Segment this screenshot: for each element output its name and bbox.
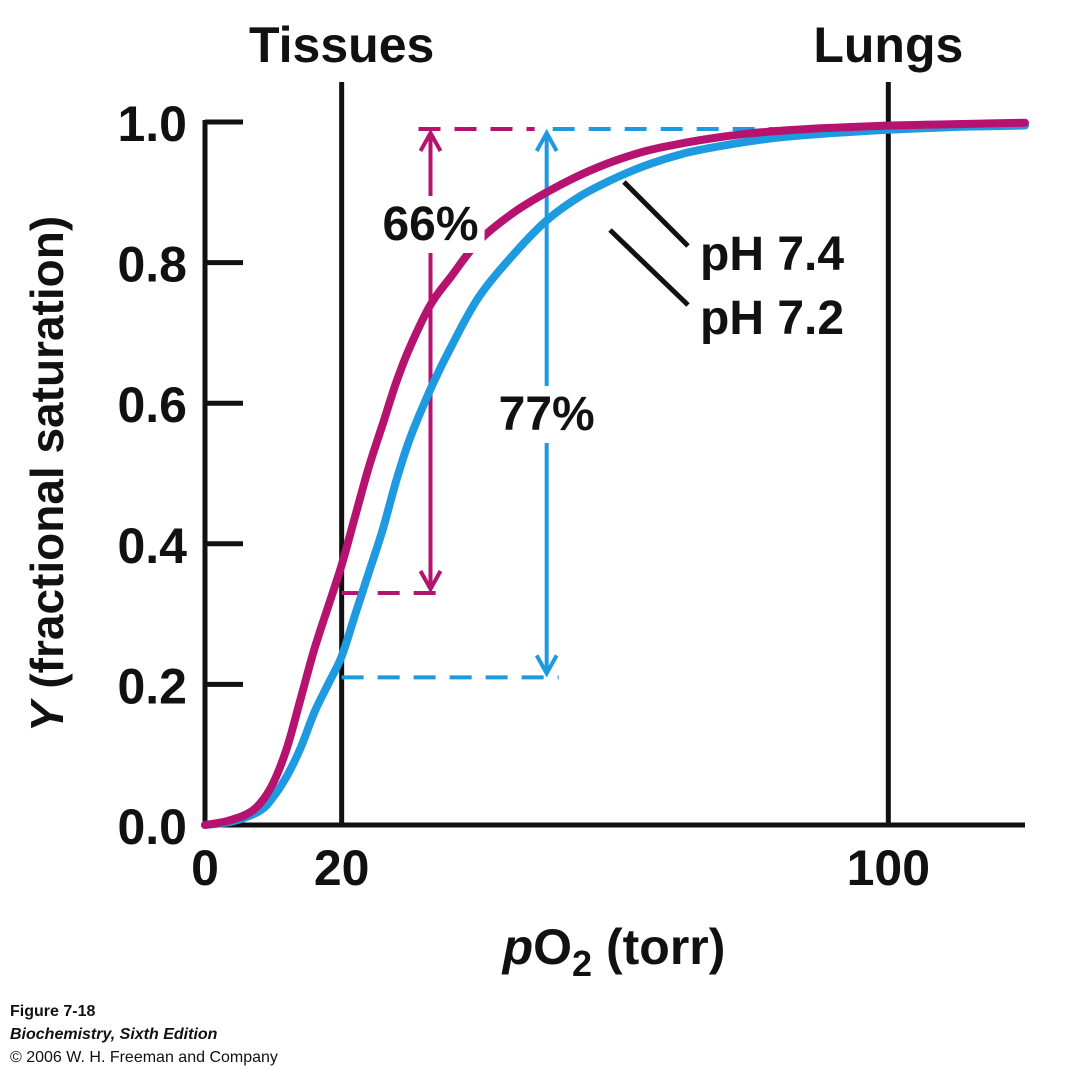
y-ticks: 0.0 0.2 0.4 0.6 0.8 1.0: [117, 96, 243, 855]
figure-number: Figure 7-18: [10, 1003, 96, 1020]
arrow-head-down: [534, 654, 559, 678]
book-title: Biochemistry, Sixth Edition: [10, 1026, 218, 1043]
series-line-ph74: [201, 118, 1029, 829]
chart: Tissues Lungs 0.00.20.40.60.81.0 0 20 100 …: [21, 17, 1029, 984]
label-backing: [492, 386, 601, 443]
y-tick-label: 0.8: [117, 237, 187, 293]
label-backing: [376, 196, 485, 253]
arrow-head-up: [534, 128, 559, 153]
y-tick-label: 0.0: [117, 799, 187, 855]
ph72-leader-line: [608, 228, 690, 307]
x-axis-title-main: O: [533, 919, 572, 975]
x-axis-title-subscript: 2: [572, 943, 592, 984]
y-axis-title: Y (fractional saturation): [21, 216, 73, 732]
series-line-ph72: [201, 121, 1029, 829]
ph72-difference-label: 77%: [499, 388, 595, 441]
arrow-head-up: [418, 128, 443, 153]
x-ticks: 0 20 100: [191, 840, 930, 896]
y-axis-title-rest: (fractional saturation): [21, 216, 73, 702]
y-tick-label: 0.4: [117, 518, 187, 574]
y-axis-title-italic: Y: [21, 697, 73, 732]
arrow-head-down: [418, 570, 443, 594]
x-axis-title-rest: (torr): [592, 919, 725, 975]
x-axis-title: pO2 (torr): [501, 919, 726, 984]
x-tick-label: 20: [314, 840, 370, 896]
ph74-difference-label: 66%: [382, 198, 478, 251]
lungs-label: Lungs: [813, 17, 963, 73]
ph74-leader-line: [622, 180, 690, 248]
copyright-text: © 2006 W. H. Freeman and Company: [10, 1049, 278, 1066]
y-tick-label: 0.6: [117, 377, 187, 433]
ph72-label: pH 7.2: [700, 292, 844, 345]
y-tick-label: 0.2: [117, 658, 187, 714]
x-axis-title-italic: p: [501, 919, 534, 975]
x-tick-label: 100: [847, 840, 930, 896]
ph74-label: pH 7.4: [700, 228, 844, 281]
x-tick-label: 0: [191, 840, 219, 896]
tissues-label: Tissues: [249, 17, 434, 73]
y-tick-label: 1.0: [117, 96, 187, 152]
